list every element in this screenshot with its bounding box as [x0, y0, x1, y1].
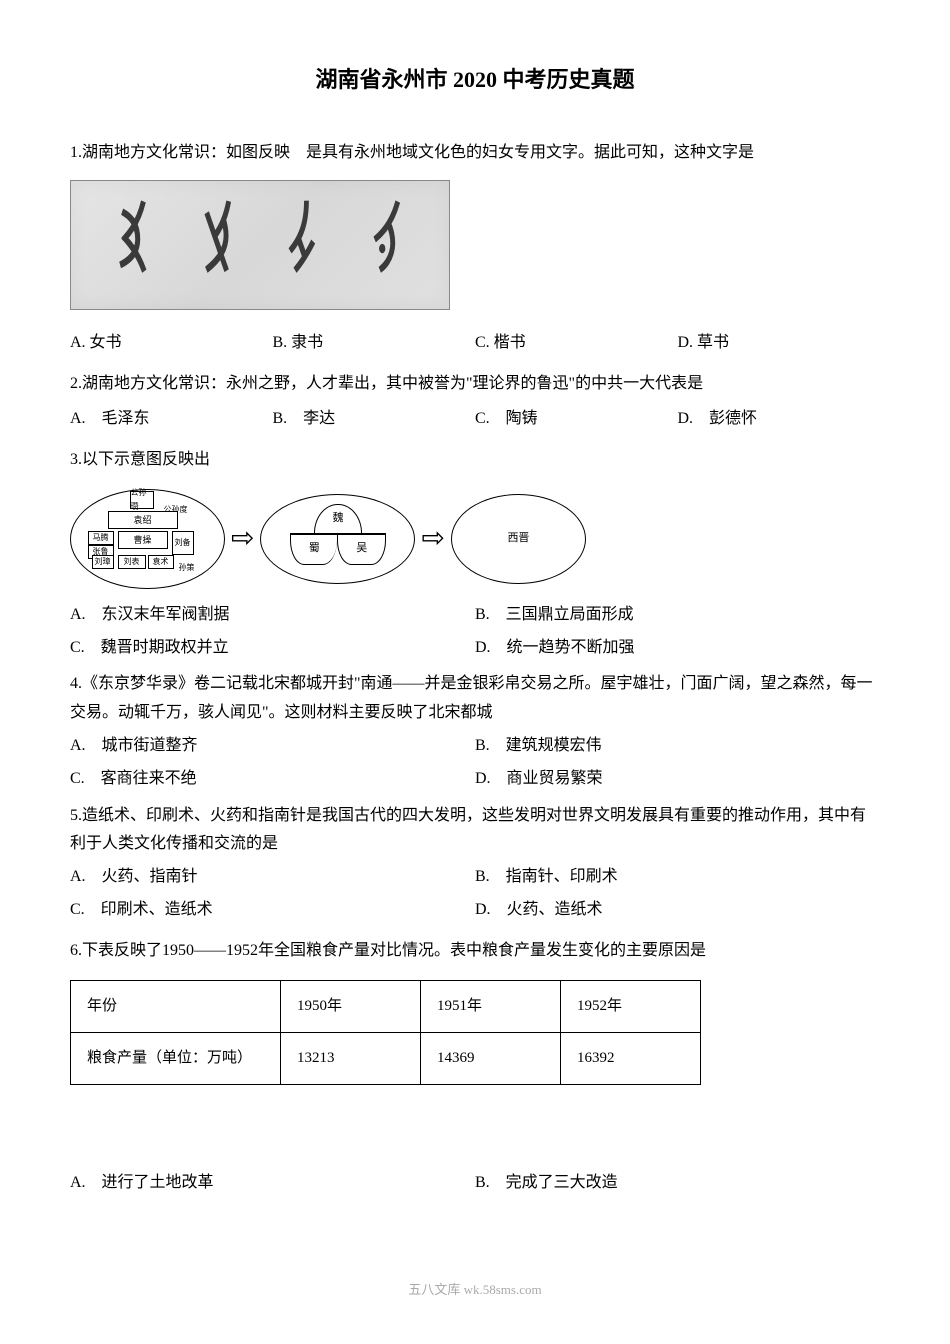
cell-v3: 16392: [561, 1032, 701, 1084]
question-5-text: 5.造纸术、印刷术、火药和指南针是我国古代的四大发明，这些发明对世界文明发展具有…: [70, 802, 880, 860]
q5-option-d: D. 火药、造纸术: [475, 896, 880, 925]
cell-liubiao: 刘表: [118, 555, 146, 569]
question-2: 2.湖南地方文化常识：永州之野，人才辈出，其中被誉为"理论界的鲁迅"的中共一大代…: [70, 366, 880, 434]
question-1: 1.湖南地方文化常识：如图反映 是具有永州地域文化色的妇女专用文字。据此可知，这…: [70, 135, 880, 358]
q1-option-b: B. 隶书: [273, 329, 476, 358]
cell-1951: 1951年: [421, 980, 561, 1032]
ellipse-warlords: 公孙瓒 公孙度 袁绍 曹操 马腾 张鲁 刘备 刘璋 刘表 袁术 孙策: [70, 489, 225, 589]
three-kingdoms-shape: 魏 蜀 吴: [278, 504, 398, 574]
q3-options-row1: A. 东汉末年军阀割据 B. 三国鼎立局面形成: [70, 601, 880, 630]
glyph-1: 𛆁: [116, 189, 151, 301]
ellipse-three-kingdoms: 魏 蜀 吴: [260, 494, 415, 584]
label-xijin: 西晋: [507, 529, 529, 549]
glyph-3: 𛆃: [285, 189, 320, 301]
question-1-text: 1.湖南地方文化常识：如图反映 是具有永州地域文化色的妇女专用文字。据此可知，这…: [70, 135, 880, 170]
q3-option-d: D. 统一趋势不断加强: [475, 634, 880, 663]
q5-options-row1: A. 火药、指南针 B. 指南针、印刷术: [70, 863, 880, 892]
q2-options: A. 毛泽东 B. 李达 C. 陶铸 D. 彭德怀: [70, 405, 880, 434]
question-5: 5.造纸术、印刷术、火药和指南针是我国古代的四大发明，这些发明对世界文明发展具有…: [70, 802, 880, 925]
question-4: 4.《东京梦华录》卷二记载北宋都城开封"南通——并是金银彩帛交易之所。屋宇雄壮，…: [70, 670, 880, 793]
q3-option-b: B. 三国鼎立局面形成: [475, 601, 880, 630]
q5-option-c: C. 印刷术、造纸术: [70, 896, 475, 925]
q2-option-b: B. 李达: [273, 405, 476, 434]
question-3: 3.以下示意图反映出 公孙瓒 公孙度 袁绍 曹操 马腾 张鲁 刘备 刘璋 刘表 …: [70, 442, 880, 663]
q4-option-d: D. 商业贸易繁荣: [475, 765, 880, 794]
q3-options-row2: C. 魏晋时期政权并立 D. 统一趋势不断加强: [70, 634, 880, 663]
page-title: 湖南省永州市 2020 中考历史真题: [70, 60, 880, 100]
arrow-icon-1: ⇨: [231, 514, 254, 564]
label-shu: 蜀: [290, 534, 338, 565]
q4-option-a: A. 城市街道整齐: [70, 732, 475, 761]
cell-yuanshao: 袁绍: [108, 511, 178, 529]
q2-option-a: A. 毛泽东: [70, 405, 273, 434]
q4-option-c: C. 客商往来不绝: [70, 765, 475, 794]
q5-options-row2: C. 印刷术、造纸术 D. 火药、造纸术: [70, 896, 880, 925]
cell-mateng: 马腾: [88, 531, 114, 545]
cell-sunce: 孙策: [176, 561, 198, 575]
table-row-data: 粮食产量（单位：万吨） 13213 14369 16392: [71, 1032, 701, 1084]
question-6: 6.下表反映了1950——1952年全国粮食产量对比情况。表中粮食产量发生变化的…: [70, 933, 880, 1198]
q5-option-a: A. 火药、指南针: [70, 863, 475, 892]
cell-gongsunzan: 公孙瓒: [130, 491, 154, 509]
q3-option-c: C. 魏晋时期政权并立: [70, 634, 475, 663]
calligraphy-image: 𛆁 𛆂 𛆃 𛆄: [70, 180, 450, 310]
question-4-text: 4.《东京梦华录》卷二记载北宋都城开封"南通——并是金银彩帛交易之所。屋宇雄壮，…: [70, 670, 880, 728]
cell-1950: 1950年: [281, 980, 421, 1032]
q3-option-a: A. 东汉末年军阀割据: [70, 601, 475, 630]
cell-yuanshu: 袁术: [148, 555, 174, 569]
glyph-4: 𛆄: [369, 189, 404, 301]
q1-option-a: A. 女书: [70, 329, 273, 358]
ellipse-xijin: 西晋: [451, 494, 586, 584]
label-wei: 魏: [314, 504, 362, 533]
q1-option-c: C. 楷书: [475, 329, 678, 358]
footer-watermark: 五八文库 wk.58sms.com: [70, 1278, 880, 1301]
q6-option-b: B. 完成了三大改造: [475, 1169, 880, 1198]
q1-options: A. 女书 B. 隶书 C. 楷书 D. 草书: [70, 329, 880, 358]
q6-options-row1: A. 进行了土地改革 B. 完成了三大改造: [70, 1169, 880, 1198]
cell-grain-label: 粮食产量（单位：万吨）: [71, 1032, 281, 1084]
cell-v2: 14369: [421, 1032, 561, 1084]
cell-v1: 13213: [281, 1032, 421, 1084]
warlords-grid: 公孙瓒 公孙度 袁绍 曹操 马腾 张鲁 刘备 刘璋 刘表 袁术 孙策: [88, 501, 208, 576]
question-2-text: 2.湖南地方文化常识：永州之野，人才辈出，其中被誉为"理论界的鲁迅"的中共一大代…: [70, 366, 880, 401]
q2-option-d: D. 彭德怀: [678, 405, 881, 434]
q3-diagram: 公孙瓒 公孙度 袁绍 曹操 马腾 张鲁 刘备 刘璋 刘表 袁术 孙策 ⇨ 魏 蜀…: [70, 489, 880, 589]
cell-liubei: 刘备: [172, 531, 194, 555]
grain-table: 年份 1950年 1951年 1952年 粮食产量（单位：万吨） 13213 1…: [70, 980, 701, 1085]
cell-year-label: 年份: [71, 980, 281, 1032]
arrow-icon-2: ⇨: [421, 514, 444, 564]
q5-option-b: B. 指南针、印刷术: [475, 863, 880, 892]
question-3-text: 3.以下示意图反映出: [70, 442, 880, 477]
q2-option-c: C. 陶铸: [475, 405, 678, 434]
q4-options-row1: A. 城市街道整齐 B. 建筑规模宏伟: [70, 732, 880, 761]
label-wu: 吴: [337, 534, 386, 565]
q1-option-d: D. 草书: [678, 329, 881, 358]
glyph-2: 𛆂: [200, 189, 235, 301]
q6-option-a: A. 进行了土地改革: [70, 1169, 475, 1198]
cell-1952: 1952年: [561, 980, 701, 1032]
table-row-header: 年份 1950年 1951年 1952年: [71, 980, 701, 1032]
q4-options-row2: C. 客商往来不绝 D. 商业贸易繁荣: [70, 765, 880, 794]
cell-liuzhang: 刘璋: [92, 555, 114, 569]
q4-option-b: B. 建筑规模宏伟: [475, 732, 880, 761]
cell-caocao: 曹操: [118, 531, 168, 549]
question-6-text: 6.下表反映了1950——1952年全国粮食产量对比情况。表中粮食产量发生变化的…: [70, 933, 880, 968]
